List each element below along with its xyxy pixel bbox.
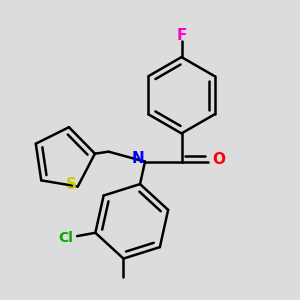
Text: F: F [176,28,187,43]
Text: S: S [66,177,76,192]
Text: O: O [212,152,225,167]
Text: Cl: Cl [58,231,73,245]
Text: N: N [131,152,144,166]
